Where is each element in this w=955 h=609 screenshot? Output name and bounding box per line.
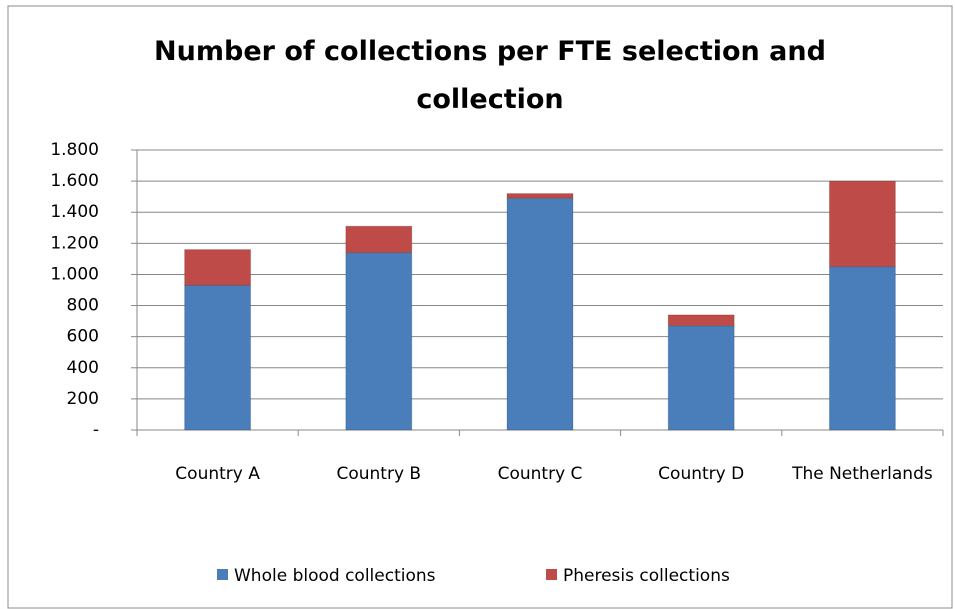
y-tick-label: 1.400 bbox=[50, 202, 99, 222]
y-tick-label: 600 bbox=[67, 327, 99, 347]
y-tick-label: 200 bbox=[67, 389, 99, 409]
legend-label: Pheresis collections bbox=[563, 566, 730, 586]
chart-frame bbox=[7, 5, 953, 609]
bar-segment bbox=[667, 325, 735, 431]
chart-title: Number of collections per FTE selection … bbox=[154, 36, 826, 115]
y-tick-label: 800 bbox=[67, 296, 99, 316]
x-tick-label: Country B bbox=[336, 464, 422, 484]
bar-segment bbox=[667, 314, 735, 327]
bar-segment bbox=[506, 193, 574, 199]
legend-swatch bbox=[217, 569, 228, 580]
x-tick-label: Country A bbox=[175, 464, 260, 484]
y-tick-label: 1.000 bbox=[50, 264, 99, 284]
bar-segment bbox=[345, 252, 413, 431]
bar-segment bbox=[184, 249, 252, 286]
x-tick-label: Country D bbox=[658, 464, 745, 484]
y-tick-label: - bbox=[93, 420, 99, 440]
y-tick-label: 1.800 bbox=[50, 140, 99, 160]
legend-label: Whole blood collections bbox=[234, 566, 436, 586]
bar-segment bbox=[828, 266, 896, 431]
x-tick-label: Country C bbox=[497, 464, 583, 484]
bar-segment bbox=[828, 180, 896, 268]
bar-segment bbox=[184, 284, 252, 431]
y-tick-label: 1.200 bbox=[50, 233, 99, 253]
legend-swatch bbox=[546, 569, 557, 580]
bar-segment bbox=[506, 197, 574, 431]
bar-segment bbox=[345, 225, 413, 254]
y-tick-label: 1.600 bbox=[50, 171, 99, 191]
x-tick-label: The Netherlands bbox=[792, 464, 933, 484]
y-tick-label: 400 bbox=[67, 358, 99, 378]
